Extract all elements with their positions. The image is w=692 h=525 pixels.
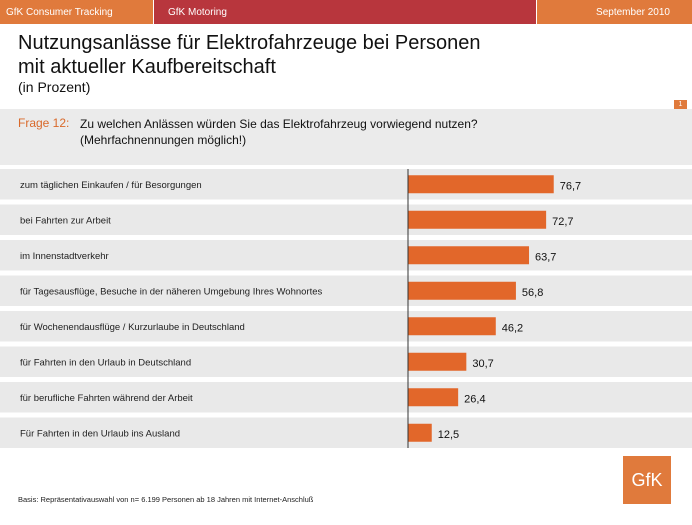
bar <box>408 388 459 407</box>
row-band <box>0 382 692 413</box>
row-band <box>0 204 692 235</box>
question-line-2: (Mehrfachnennungen möglich!) <box>80 133 247 147</box>
bar <box>408 175 554 194</box>
header-right: September 2010 <box>536 0 692 24</box>
value-label: 46,2 <box>502 322 523 334</box>
row-band <box>0 169 692 200</box>
question-label: Frage 12: <box>18 116 70 130</box>
value-label: 76,7 <box>560 180 581 192</box>
header-left: GfK Consumer Tracking <box>0 0 153 24</box>
bar <box>408 281 516 300</box>
row-band <box>0 311 692 342</box>
header-bar: GfK Consumer Tracking GfK Motoring Septe… <box>0 0 692 24</box>
category-label: bei Fahrten zur Arbeit <box>20 215 111 226</box>
title-line-2: mit aktueller Kaufbereitschaft <box>18 56 276 78</box>
title-line-1: Nutzungsanlässe für Elektrofahrzeuge bei… <box>18 32 481 54</box>
value-label: 26,4 <box>464 393 485 405</box>
question-band <box>0 109 692 165</box>
row-band <box>0 417 692 448</box>
category-label: Für Fahrten in den Urlaub ins Ausland <box>20 428 180 439</box>
gfk-logo: GfK <box>623 456 671 504</box>
chart-subtitle: (in Prozent) <box>18 79 91 95</box>
bar <box>408 317 496 336</box>
category-label: im Innenstadtverkehr <box>20 251 109 262</box>
row-band <box>0 240 692 271</box>
bar <box>408 423 432 442</box>
value-label: 30,7 <box>472 358 493 370</box>
question-text: Zu welchen Anlässen würden Sie das Elekt… <box>80 116 478 148</box>
value-label: 72,7 <box>552 216 573 228</box>
page-number-badge: 1 <box>674 100 687 109</box>
footnote: Basis: Repräsentativauswahl von n= 6.199… <box>18 495 314 504</box>
category-label: zum täglichen Einkaufen / für Besorgunge… <box>20 180 202 191</box>
category-label: für Fahrten in den Urlaub in Deutschland <box>20 357 191 368</box>
bar <box>408 246 530 265</box>
bar <box>408 352 467 371</box>
row-band <box>0 275 692 306</box>
value-label: 63,7 <box>535 251 556 263</box>
category-label: für Wochenendausflüge / Kurzurlaube in D… <box>20 322 245 333</box>
category-label: für Tagesausflüge, Besuche in der nähere… <box>20 286 323 297</box>
bar <box>408 210 547 229</box>
header-middle: GfK Motoring <box>153 0 536 24</box>
question-line-1: Zu welchen Anlässen würden Sie das Elekt… <box>80 117 478 131</box>
category-label: für berufliche Fahrten während der Arbei… <box>20 393 193 404</box>
value-label: 56,8 <box>522 287 543 299</box>
value-label: 12,5 <box>438 429 459 441</box>
row-band <box>0 346 692 377</box>
chart-title: Nutzungsanlässe für Elektrofahrzeuge bei… <box>18 31 481 79</box>
